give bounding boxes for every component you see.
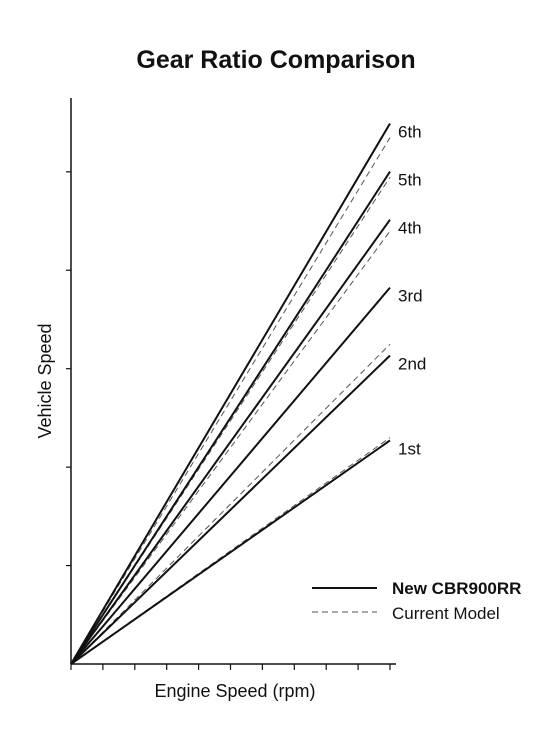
- legend-label-new: New CBR900RR: [392, 579, 521, 598]
- gear-label-2nd: 2nd: [398, 355, 426, 374]
- plot-lines: [70, 122, 391, 665]
- current-model-line-2nd: [70, 343, 391, 665]
- x-ticks: [70, 664, 391, 670]
- current-model-line-5th: [70, 176, 391, 665]
- x-axis-label: Engine Speed (rpm): [154, 681, 315, 701]
- gear-label-1st: 1st: [398, 439, 421, 458]
- axes: [66, 98, 396, 670]
- new-cbr900rr-line-5th: [70, 171, 391, 665]
- y-axis-label: Vehicle Speed: [35, 323, 55, 438]
- current-model-line-6th: [70, 137, 391, 665]
- new-cbr900rr-line-1st: [70, 439, 391, 665]
- gear-label-3rd: 3rd: [398, 287, 423, 306]
- new-cbr900rr-line-4th: [70, 219, 391, 665]
- legend: New CBR900RR Current Model: [312, 579, 521, 623]
- chart-title: Gear Ratio Comparison: [136, 46, 415, 74]
- legend-label-current: Current Model: [392, 604, 500, 623]
- new-cbr900rr-line-6th: [70, 122, 391, 665]
- new-cbr900rr-line-2nd: [70, 354, 391, 665]
- gear-label-4th: 4th: [398, 219, 422, 238]
- y-ticks: [66, 171, 71, 567]
- gear-label-5th: 5th: [398, 171, 422, 190]
- gear-labels: 6th 5th 4th 3rd 2nd 1st: [398, 122, 426, 458]
- gear-label-6th: 6th: [398, 122, 422, 141]
- new-cbr900rr-line-3rd: [70, 286, 391, 665]
